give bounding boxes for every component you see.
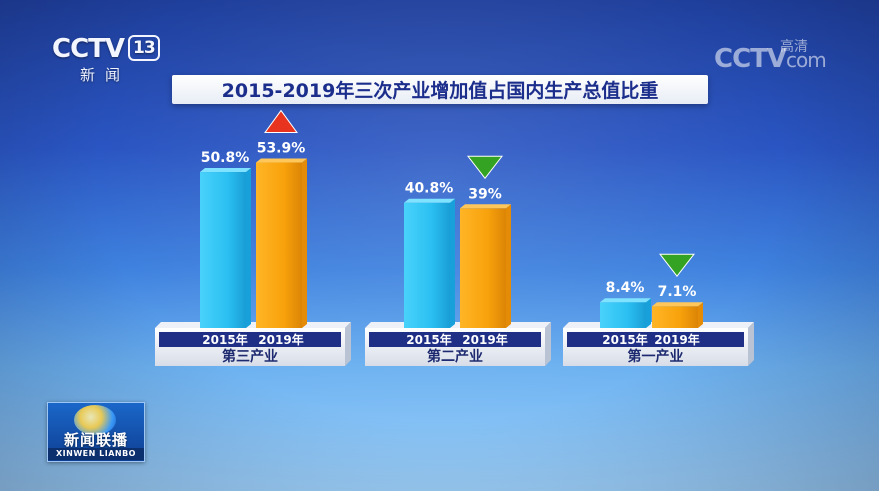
category-label: 第二产业 bbox=[427, 348, 483, 365]
bar-2019-side bbox=[506, 204, 511, 328]
base-top bbox=[365, 322, 551, 328]
bar-2019 bbox=[460, 208, 506, 328]
globe-icon bbox=[74, 405, 116, 435]
year-label-2015: 2015年 bbox=[406, 332, 451, 347]
bar-2015 bbox=[200, 172, 246, 328]
year-label-2019: 2019年 bbox=[462, 332, 507, 347]
channel-logo: CCTV 13 bbox=[52, 34, 160, 64]
program-title: 新闻联播 bbox=[63, 431, 128, 449]
year-label-2015: 2015年 bbox=[602, 332, 647, 347]
hd-watermark: 高清 bbox=[780, 39, 808, 55]
value-label-bar-2015: 50.8% bbox=[201, 150, 250, 166]
bar-2019-side bbox=[302, 158, 307, 328]
bar-2019-top bbox=[256, 158, 307, 163]
value-label-bar-2015: 8.4% bbox=[606, 280, 645, 296]
bar-2015-top bbox=[404, 198, 455, 203]
bar-2015-side bbox=[246, 168, 251, 328]
value-label-bar-2019: 7.1% bbox=[658, 284, 697, 300]
program-title-en: XINWEN LIANBO bbox=[48, 448, 144, 460]
bar-2015 bbox=[600, 302, 646, 328]
chart-title-banner: 2015-2019年三次产业增加值占国内生产总值比重 bbox=[172, 75, 708, 104]
down-arrow-icon bbox=[466, 155, 504, 180]
value-label-bar-2015: 40.8% bbox=[405, 181, 454, 197]
bar-2019-top bbox=[652, 302, 703, 307]
bar-2015-side bbox=[450, 198, 455, 328]
bar-2019-side bbox=[698, 302, 703, 328]
program-logo: 新闻联播 XINWEN LIANBO bbox=[47, 402, 145, 462]
category-label: 第三产业 bbox=[222, 348, 278, 365]
bar-2019 bbox=[652, 306, 698, 328]
bar-2019-top bbox=[460, 204, 511, 209]
channel-number: 13 bbox=[128, 35, 160, 61]
base-side bbox=[345, 322, 351, 366]
up-arrow-icon bbox=[264, 109, 298, 134]
year-strip bbox=[369, 332, 541, 347]
year-label-2019: 2019年 bbox=[258, 332, 303, 347]
chart-title: 2015-2019年三次产业增加值占国内生产总值比重 bbox=[221, 80, 659, 102]
bar-2015 bbox=[404, 202, 450, 328]
base-top bbox=[155, 322, 351, 328]
year-label-2019: 2019年 bbox=[654, 332, 699, 347]
year-strip bbox=[567, 332, 744, 347]
bar-2015-top bbox=[200, 168, 251, 173]
year-label-2015: 2015年 bbox=[202, 332, 247, 347]
value-label-bar-2019: 53.9% bbox=[257, 141, 306, 157]
watermark-suffix: com bbox=[786, 48, 827, 72]
base-side bbox=[545, 322, 551, 366]
bar-2015-side bbox=[646, 298, 651, 328]
base-side bbox=[748, 322, 754, 366]
bar-2019 bbox=[256, 162, 302, 328]
category-label: 第一产业 bbox=[628, 348, 684, 365]
year-strip bbox=[159, 332, 341, 347]
cctv-watermark: CCTVcom bbox=[714, 44, 827, 74]
channel-subtitle: 新闻 bbox=[80, 66, 131, 84]
down-arrow-icon bbox=[658, 253, 696, 278]
value-label-bar-2019: 39% bbox=[468, 186, 502, 202]
bar-2015-top bbox=[600, 298, 651, 303]
